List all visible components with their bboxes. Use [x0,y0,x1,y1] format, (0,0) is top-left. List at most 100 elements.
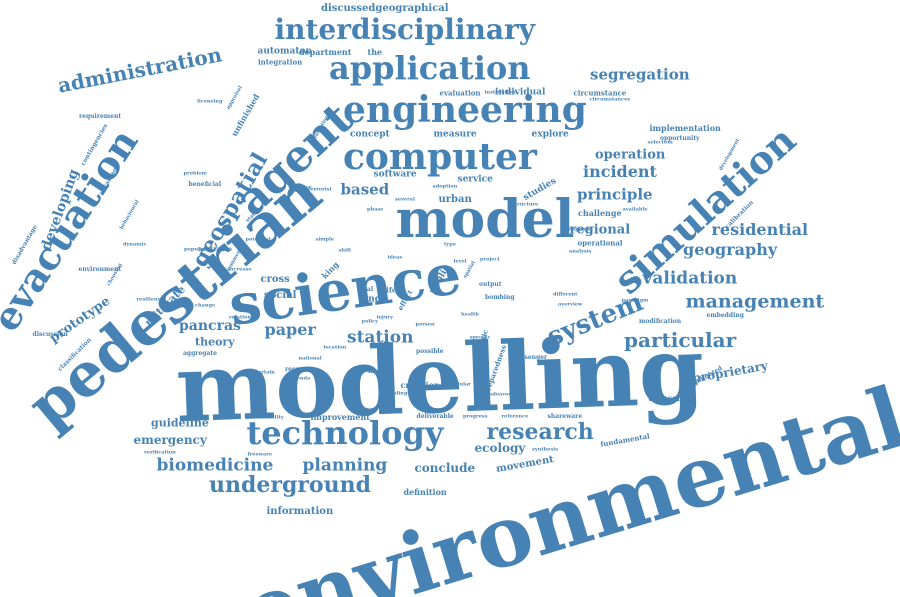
word-cellular: cellular [449,381,471,388]
word-capable: capable [569,226,591,233]
word-emergency: emergency [133,433,207,447]
word-geography: geography [683,240,778,259]
word-neutralise: neutralise [198,246,233,253]
word-requirement: requirement [79,113,122,120]
word-bombing: bombing [485,294,515,301]
word-problem: problem [183,170,207,177]
word-type: type [444,241,456,248]
word-implementation: implementation [649,123,721,133]
word-popular: popular [184,246,206,253]
word-analysis: analysis [569,248,592,255]
word-progress: progress [463,413,488,420]
word-theory: theory [195,335,235,349]
word-verification: verification [144,449,176,456]
word-feasibility: feasibility [256,414,284,421]
word-project: project [480,256,500,263]
word-passenger: passenger [513,354,548,361]
word-station: station [347,327,414,348]
word-several: several [395,196,415,203]
word-deliverable: deliverable [416,413,454,420]
word-opportunity: opportunity [660,135,700,142]
word-criterion: criterion [400,380,440,390]
word-shareware: shareware [547,413,583,420]
word-major: major [368,368,388,375]
word-modification: modification [639,318,682,325]
word-location: location [323,344,347,351]
word-output: output [479,281,502,288]
word-particular: particular [624,328,737,352]
word-structure: structure [512,201,539,208]
word-cross: cross [260,274,290,285]
word-different: different [553,291,578,298]
word-local: local [357,286,374,293]
word-planning: planning [302,455,388,476]
word-resilience: resilience [136,296,164,303]
word-the: the [367,47,383,57]
word-discussion: discussion [32,331,68,338]
word-behavioural: behavioural [118,198,141,231]
word-reference: reference [501,413,529,420]
word-challenge: challenge [578,208,622,218]
word-relation: relation [229,314,252,321]
word-measure: measure [433,129,477,140]
word-beneficial: beneficial [188,181,222,188]
word-operation: operation [595,147,666,163]
word-principle: principle [577,185,653,204]
word-circumstances: circumstances [589,96,631,103]
word-ecology: ecology [474,441,526,455]
word-regional: regional [569,222,631,238]
word-health: health [461,311,479,318]
word-national: national [298,355,322,362]
word-person: person [415,321,435,328]
word-dynamic: dynamic [123,241,147,248]
word-definition: definition [403,487,447,497]
word-policy: policy [361,318,379,325]
word-overview: overview [558,301,583,308]
word-discussedgeographical: discussedgeographical [321,3,449,14]
word-agenda: agenda [290,375,311,382]
word-management: management [685,290,825,313]
word-paper: paper [264,320,316,339]
word-environment: environment [78,266,122,273]
word-individual: individual [495,87,546,98]
word-guideline: guideline [151,416,209,430]
word-selection: selection [647,139,673,146]
word-assessing: assessing [648,393,692,403]
word-urban: urban [438,194,472,205]
word-information: information [266,506,334,517]
word-instruction: instruction [484,89,516,96]
word-operational: operational [577,238,623,248]
word-evaluation: evaluation [439,88,481,98]
word-freeware: freeware [247,451,273,458]
word-change: change [195,302,216,309]
word-certain: certain [255,369,275,376]
word-based: based [340,180,390,199]
word-engineering: engineering [343,89,587,131]
word-automaton: automaton [257,46,313,57]
word-concept: concept [350,129,390,140]
word-coupling: coupling [383,390,408,397]
word-administration: administration [55,42,224,98]
word-explore: explore [531,129,569,140]
word-licensing: licensing [197,98,223,105]
word-validation: validation [642,268,738,289]
word-possible: possible [416,348,444,355]
word-computer: computer [343,136,537,178]
word-phase: phase [367,206,384,213]
word-life: life [383,285,397,295]
word-land: land [359,294,382,305]
word-ideas: ideas [387,254,403,261]
word-increase: increase [228,266,252,273]
word-model: model [395,189,575,250]
word-segregation: segregation [590,65,690,84]
word-available: available [622,206,648,213]
word-appraisal: appraisal [225,85,244,111]
word-embedding: embedding [706,312,744,319]
word-social: social [264,290,297,301]
word-department: department [299,47,352,57]
word-interdisciplinary: interdisciplinary [274,13,536,46]
word-underground: underground [209,472,371,498]
word-injury: injury [376,314,394,321]
word-pancras: pancras [179,318,241,334]
word-response: response [285,366,316,373]
